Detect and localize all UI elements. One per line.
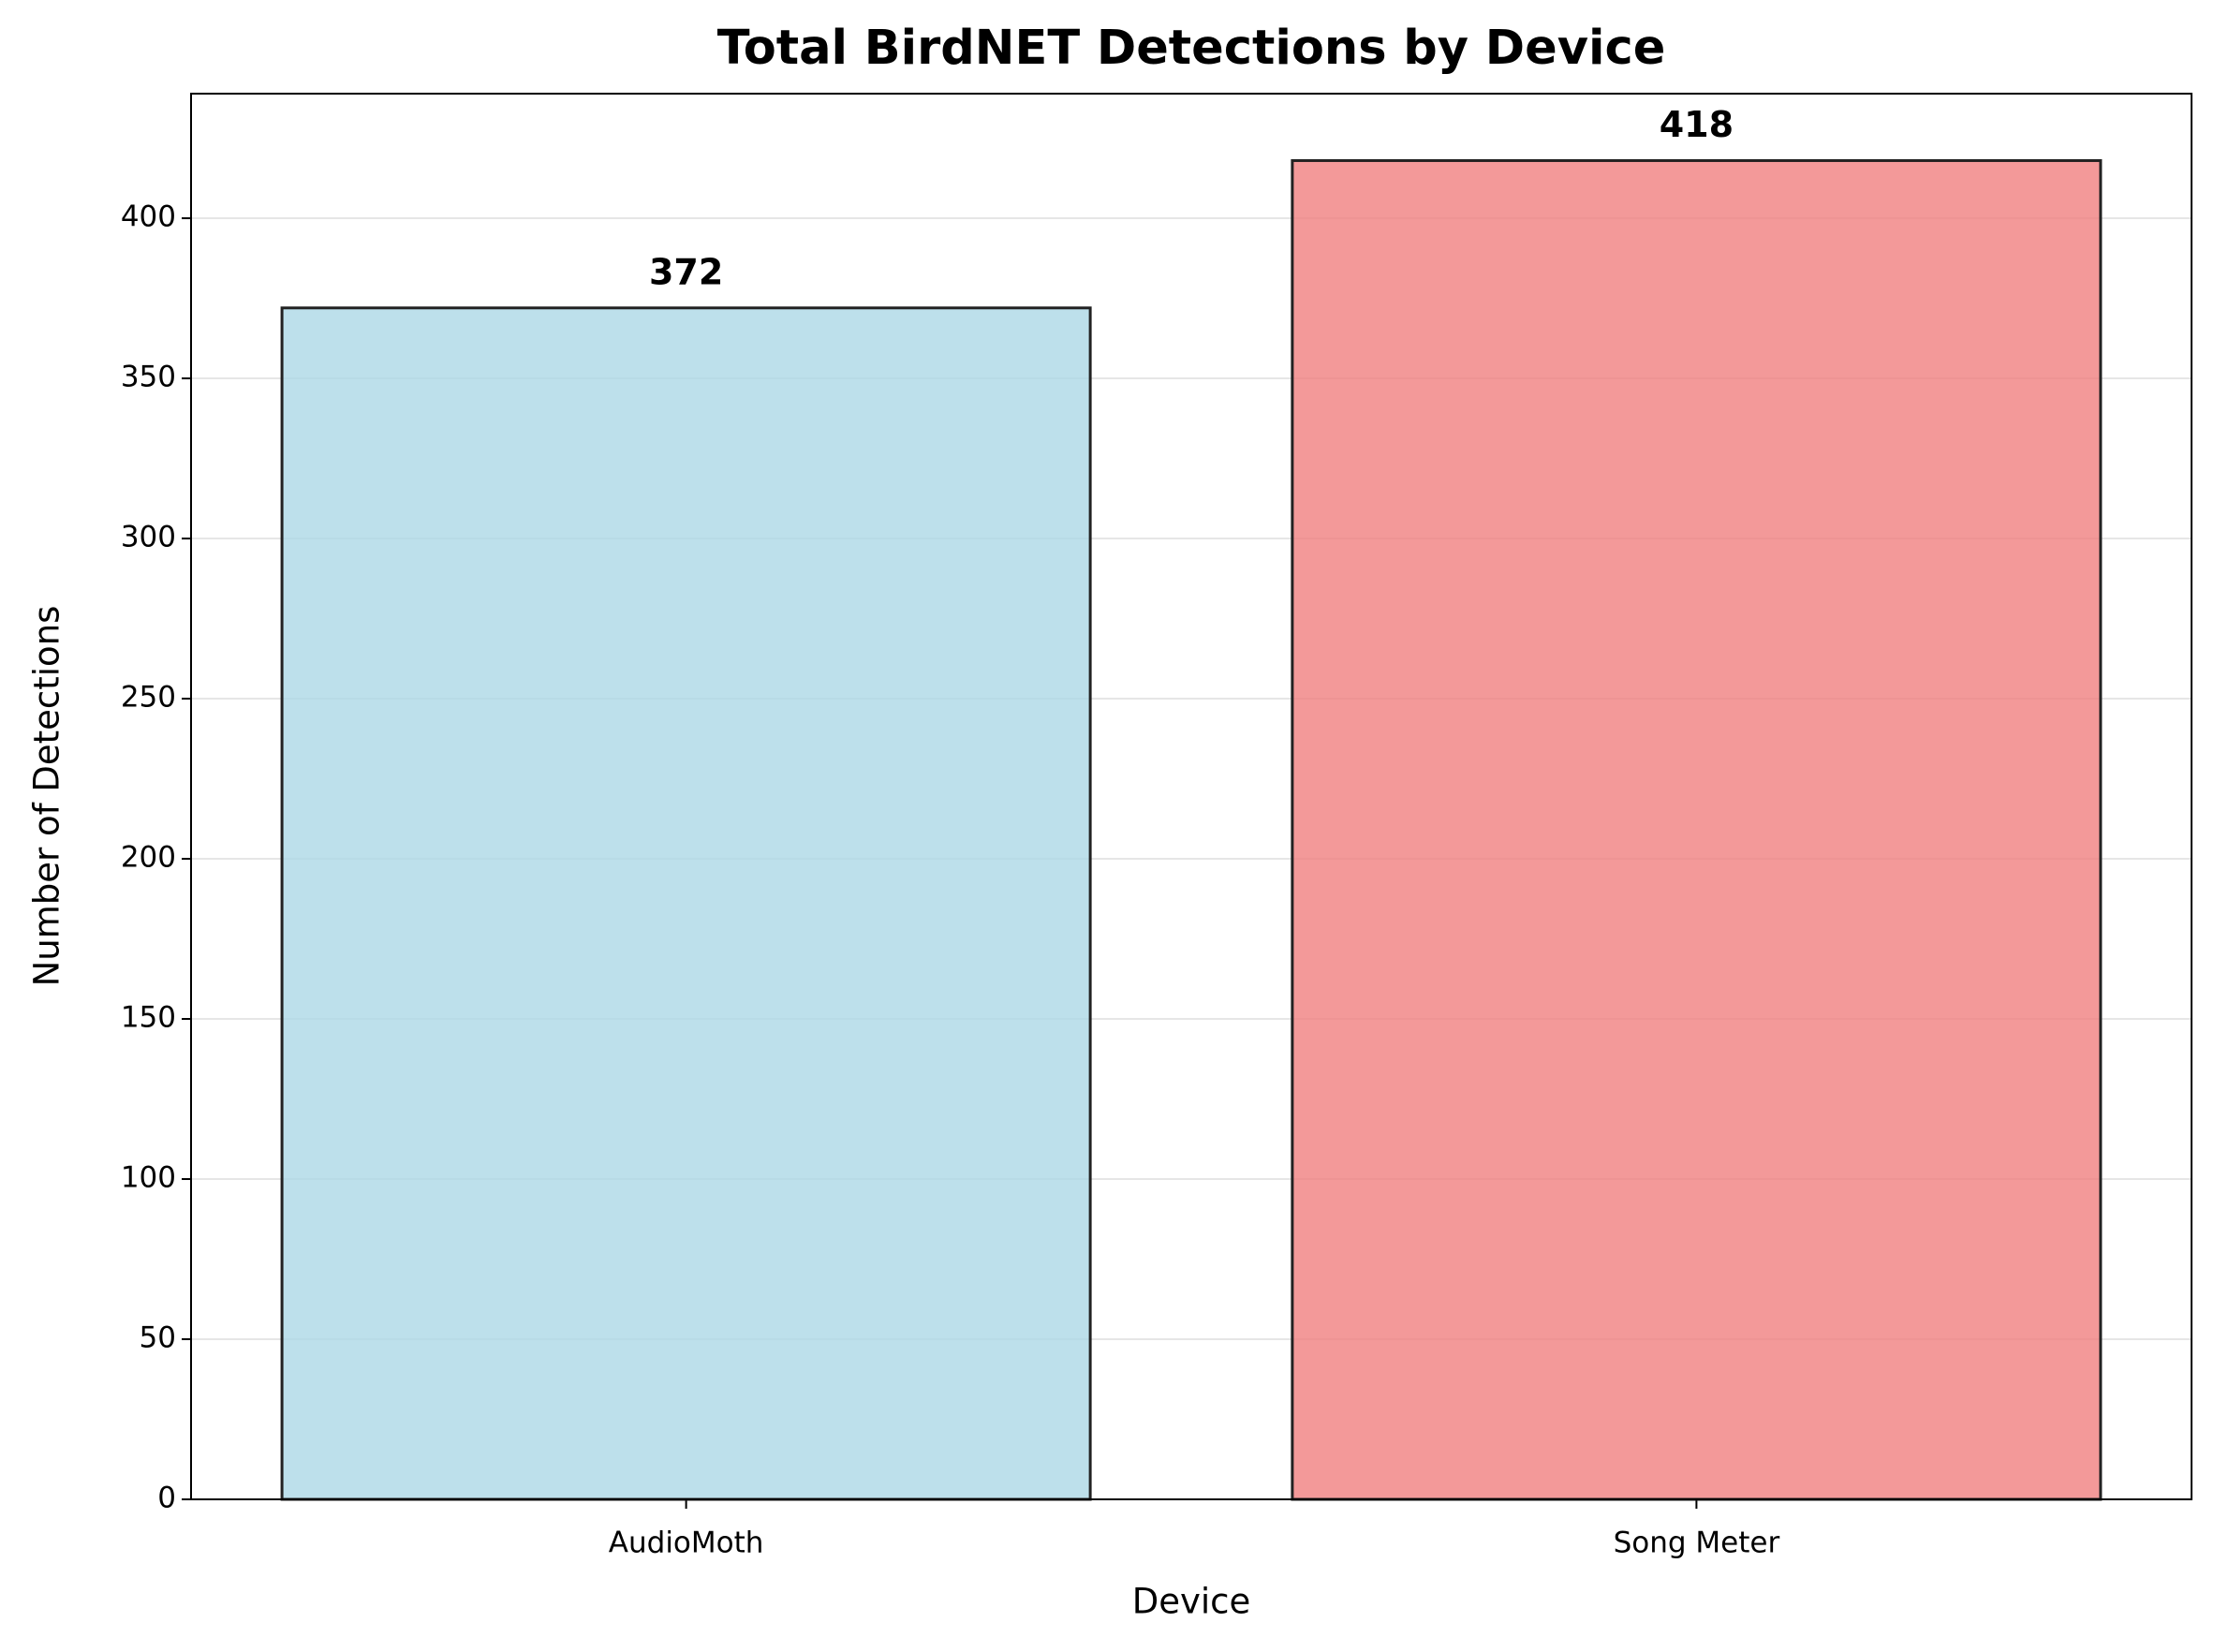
x-tick-label: AudioMoth [609,1527,764,1560]
bar [1291,158,2103,1501]
y-tick-label: 300 [121,521,176,554]
plot-frame [190,93,2192,1500]
y-axis-label: Number of Detections [27,606,67,987]
x-axis-label: Device [1132,1582,1251,1622]
value-label: 372 [649,251,723,292]
y-tick-label: 200 [121,841,176,875]
y-tick-label: 50 [140,1321,176,1355]
y-tick-label: 150 [121,1001,176,1035]
chart-title: Total BirdNET Detections by Device [717,21,1666,76]
y-tick-label: 100 [121,1161,176,1195]
bar [280,306,1092,1501]
y-tick-label: 400 [121,200,176,234]
x-tick-label: Song Meter [1614,1527,1780,1560]
value-label: 418 [1660,104,1734,145]
y-tick-label: 250 [121,681,176,715]
y-tick-label: 350 [121,361,176,394]
y-tick-label: 0 [157,1482,176,1515]
